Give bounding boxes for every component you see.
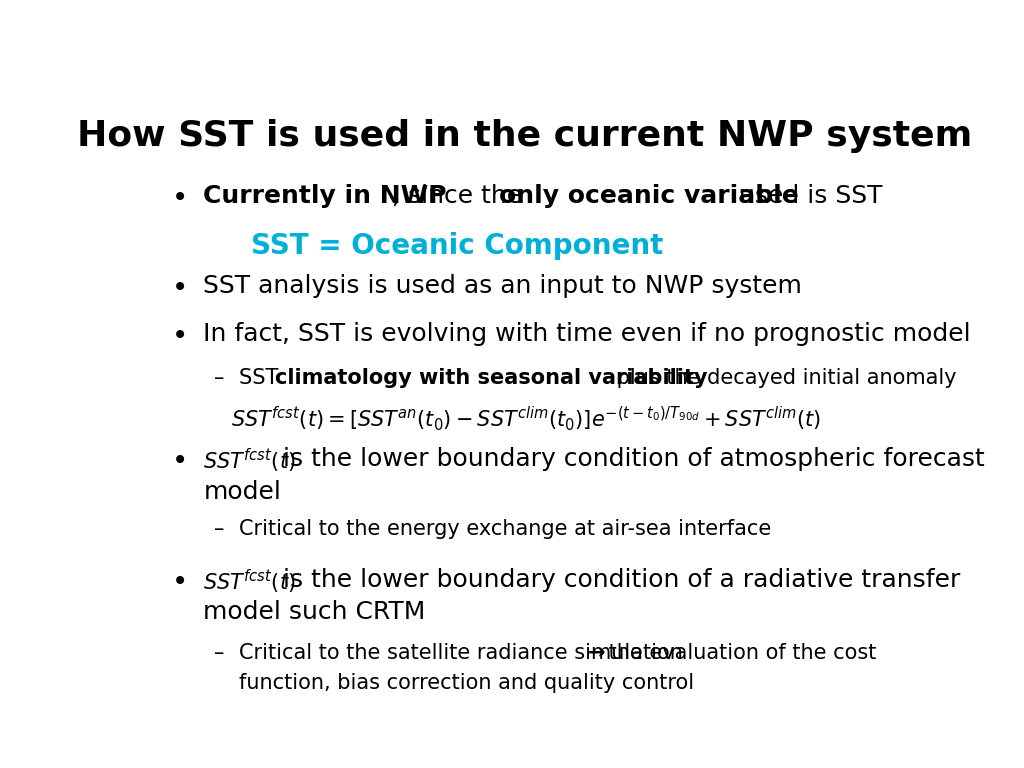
Text: model such CRTM: model such CRTM xyxy=(204,600,426,624)
Text: $SST^{fcst}(t) = [SST^{an}(t_0) - SST^{clim}(t_0)]e^{-(t-t_0)/T_{90d}}  +  SST^{: $SST^{fcst}(t) = [SST^{an}(t_0) - SST^{c… xyxy=(231,405,821,433)
Text: –: – xyxy=(214,643,224,663)
Text: –: – xyxy=(214,368,224,388)
Text: •: • xyxy=(171,273,187,302)
Text: Currently in NWP: Currently in NWP xyxy=(204,184,446,208)
Text: function, bias correction and quality control: function, bias correction and quality co… xyxy=(240,674,694,694)
Text: $SST^{fcst}(t)$: $SST^{fcst}(t)$ xyxy=(204,447,296,475)
Text: the evaluation of the cost: the evaluation of the cost xyxy=(602,643,877,663)
Text: Critical to the energy exchange at air-sea interface: Critical to the energy exchange at air-s… xyxy=(240,519,771,539)
Text: How SST is used in the current NWP system: How SST is used in the current NWP syste… xyxy=(77,119,973,153)
Text: $SST^{fcst}(t)$: $SST^{fcst}(t)$ xyxy=(204,568,296,596)
Text: In fact, SST is evolving with time even if no prognostic model: In fact, SST is evolving with time even … xyxy=(204,323,971,346)
Text: used is SST: used is SST xyxy=(731,184,883,208)
Text: •: • xyxy=(171,447,187,475)
Text: is the lower boundary condition of a radiative transfer: is the lower boundary condition of a rad… xyxy=(275,568,961,591)
Text: →: → xyxy=(588,643,606,663)
Text: model: model xyxy=(204,479,282,504)
Text: climatology with seasonal variability: climatology with seasonal variability xyxy=(274,368,708,388)
Text: •: • xyxy=(171,568,187,596)
Text: only oceanic variable: only oceanic variable xyxy=(499,184,799,208)
Text: is the lower boundary condition of atmospheric forecast: is the lower boundary condition of atmos… xyxy=(275,447,985,471)
Text: plus the decayed initial anomaly: plus the decayed initial anomaly xyxy=(610,368,956,388)
Text: –: – xyxy=(214,519,224,539)
Text: , since the: , since the xyxy=(392,184,530,208)
Text: •: • xyxy=(171,323,187,350)
Text: Critical to the satellite radiance simulation: Critical to the satellite radiance simul… xyxy=(240,643,689,663)
Text: SST: SST xyxy=(240,368,285,388)
Text: •: • xyxy=(171,184,187,212)
Text: SST = Oceanic Component: SST = Oceanic Component xyxy=(251,232,664,260)
Text: SST analysis is used as an input to NWP system: SST analysis is used as an input to NWP … xyxy=(204,273,802,298)
